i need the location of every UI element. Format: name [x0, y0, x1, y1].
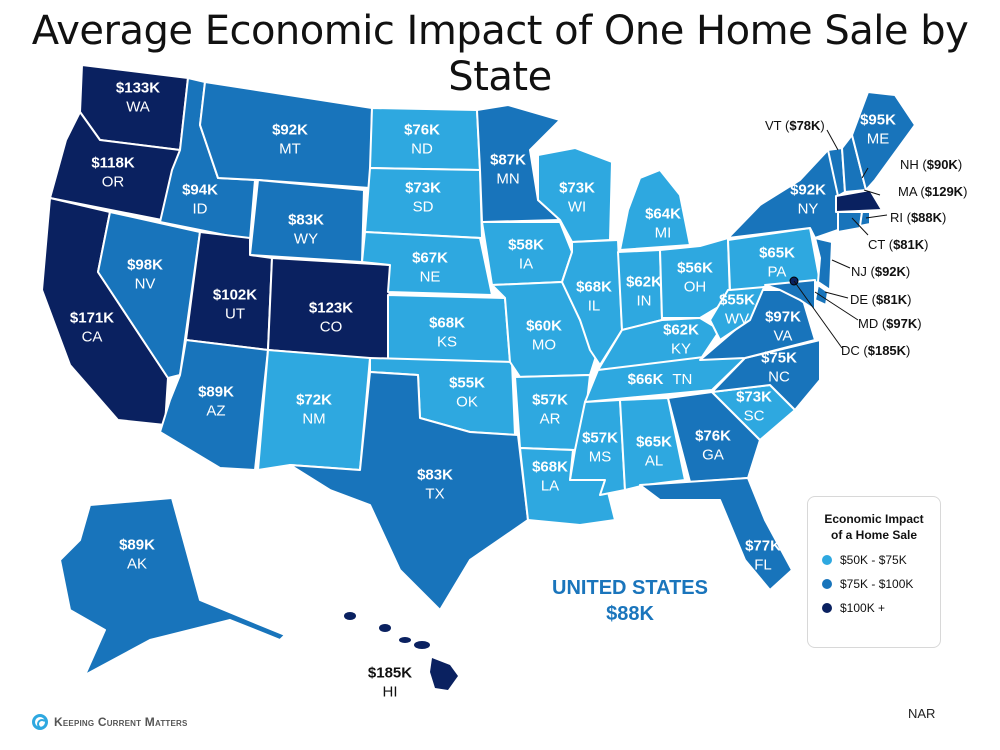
source-label: NAR [908, 706, 936, 721]
state-CT[interactable] [837, 211, 863, 233]
state-LA[interactable] [519, 447, 616, 526]
label-MN: $87K MN [490, 151, 526, 187]
label-KY: $62K KY [663, 321, 699, 357]
label-OH: $56K OH [677, 259, 713, 295]
callout-lines [793, 129, 888, 349]
state-TX[interactable] [289, 371, 529, 611]
callout-NH: NH ($90K) [900, 157, 963, 172]
state-NV[interactable] [97, 211, 201, 379]
national-value: $88K [606, 603, 654, 625]
label-TX: $83K TX [417, 466, 453, 502]
label-ME: $95K ME [860, 111, 896, 147]
label-CA: $171K CA [69, 309, 115, 345]
state-RI[interactable] [859, 211, 871, 227]
label-PA: $65K PA [759, 244, 795, 280]
national-average: UNITED STATES $88K [545, 575, 715, 627]
label-CO: $123K CO [308, 299, 354, 335]
legend-swatch-icon [822, 555, 832, 566]
brand-name: Keeping Current Matters [54, 715, 188, 729]
label-IL: $68K IL [576, 278, 612, 314]
label-AK: $89K AK [119, 536, 155, 572]
legend-swatch-icon [822, 579, 832, 590]
label-MO: $60K MO [526, 317, 562, 353]
label-AR: $57K AR [532, 391, 568, 427]
label-WV: $55K WV [719, 291, 755, 327]
state-NC[interactable] [711, 339, 821, 411]
swirl-logo-icon [32, 714, 48, 730]
callout-MD: MD ($97K) [858, 316, 922, 331]
label-UT: $102K UT [212, 286, 258, 322]
label-KS: $68K KS [429, 314, 465, 350]
label-WA: $133K WA [115, 79, 161, 115]
label-GA: $76K GA [695, 427, 731, 463]
label-WI: $73K WI [559, 179, 595, 215]
legend-title: Economic Impact of a Home Sale [824, 512, 924, 543]
state-HI[interactable] [344, 612, 458, 690]
label-NC: $75K NC [761, 349, 797, 385]
state-AK[interactable] [59, 497, 286, 676]
label-ID: $94K ID [182, 181, 218, 217]
label-MT: $92K MT [272, 121, 308, 157]
state-NE[interactable] [361, 231, 493, 296]
label-FL: $77K FL [745, 537, 781, 573]
label-NM: $72K NM [296, 391, 332, 427]
legend-item-low: $50K - $75K [822, 553, 940, 567]
callout-CT: CT ($81K) [868, 237, 929, 252]
legend-item-mid: $75K - $100K [822, 577, 940, 591]
state-GA[interactable] [667, 391, 761, 483]
legend-swatch-icon [822, 603, 832, 614]
state-NJ[interactable] [814, 237, 833, 291]
label-HI: $185K HI [367, 664, 413, 700]
label-NY: $92K NY [790, 181, 826, 217]
label-WY: $83K WY [288, 211, 324, 247]
label-OR: $118K OR [91, 154, 135, 190]
page-title: Average Economic Impact of One Home Sale… [31, 8, 969, 100]
label-TN: $66K TN [627, 371, 693, 388]
label-IN: $62K IN [626, 273, 662, 309]
brand-logo: Keeping Current Matters [32, 714, 188, 730]
label-MS: $57K MS [582, 429, 618, 465]
callout-VT: VT ($78K) [765, 118, 825, 133]
state-FL[interactable] [639, 477, 793, 591]
label-NV: $98K NV [127, 256, 163, 292]
label-AL: $65K AL [636, 433, 672, 469]
label-IA: $58K IA [508, 236, 544, 272]
label-SD: $73K SD [405, 179, 441, 215]
label-NE: $67K NE [412, 249, 448, 285]
label-ND: $76K ND [404, 121, 440, 157]
label-VA: $97K VA [765, 308, 801, 344]
national-label: UNITED STATES [552, 577, 708, 599]
callout-DC: DC ($185K) [841, 343, 911, 358]
callout-NJ: NJ ($92K) [851, 264, 911, 279]
label-SC: $73K SC [736, 388, 772, 424]
callout-RI: RI ($88K) [890, 210, 947, 225]
legend: Economic Impact of a Home Sale $50K - $7… [807, 496, 941, 648]
state-MD[interactable] [764, 279, 816, 311]
state-MI[interactable] [619, 169, 691, 251]
legend-item-high: $100K + [822, 601, 940, 615]
label-AZ: $89K AZ [198, 383, 234, 419]
state-SD[interactable] [364, 167, 483, 239]
callout-DE: DE ($81K) [850, 292, 912, 307]
label-OK: $55K OK [449, 374, 485, 410]
label-MI: $64K MI [645, 205, 681, 241]
label-LA: $68K LA [532, 458, 568, 494]
state-MA[interactable] [835, 189, 883, 213]
callout-MA: MA ($129K) [898, 184, 968, 199]
